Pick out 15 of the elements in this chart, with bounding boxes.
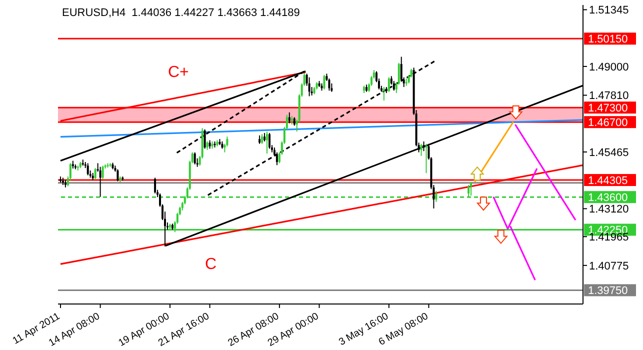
ref-line-label: 1.47300: [588, 102, 628, 115]
ref-line-label: 1.39750: [588, 285, 628, 298]
y-tick-label: 1.43120: [589, 204, 629, 216]
y-tick-label: 1.49000: [589, 61, 629, 74]
ref-line-label: 1.46700: [588, 117, 628, 130]
y-tick-label: 1.40775: [589, 260, 629, 272]
chart-title: EURUSD,H4 1.44036 1.44227 1.43663 1.44189: [62, 7, 300, 19]
annotation: C+: [168, 64, 189, 82]
annotation: C: [205, 256, 217, 274]
ref-line-label: 1.43600: [588, 192, 628, 204]
ref-line-label: 1.50150: [588, 34, 628, 46]
ref-line-label: 1.44305: [588, 175, 628, 188]
y-tick-label: 1.51345: [589, 4, 629, 17]
y-tick-label: 1.45465: [589, 146, 629, 159]
y-tick-label: 1.47810: [589, 90, 629, 102]
